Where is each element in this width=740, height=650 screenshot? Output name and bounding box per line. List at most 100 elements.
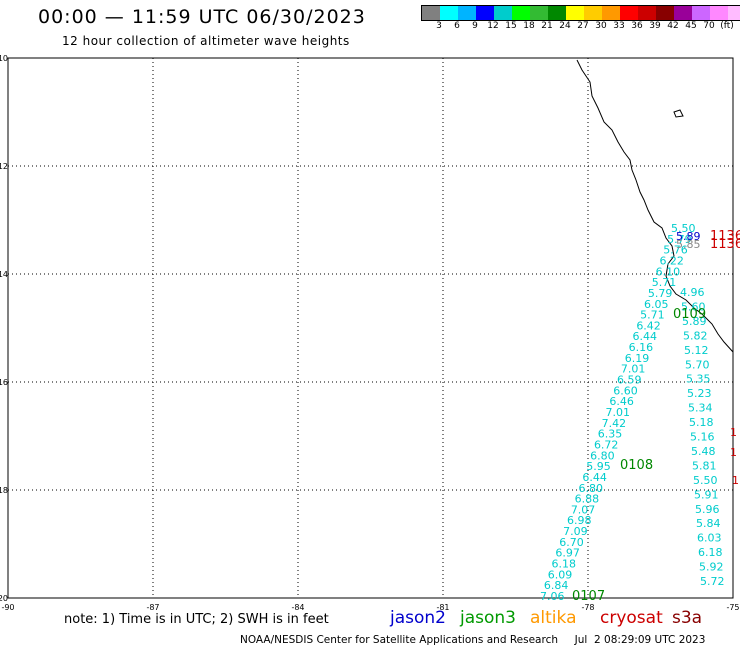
wave-height-value: 5.60 [681,300,706,313]
wave-height-value: 5.79 [667,233,692,246]
color-swatch [530,6,548,20]
color-scale-label: 33 [613,21,625,31]
color-scale-bar [421,5,740,21]
wave-height-value: 4.96 [680,286,705,299]
color-swatch [476,6,494,20]
color-swatch [566,6,584,20]
wave-height-value: 5.16 [690,431,715,444]
wave-height-value: 6.97 [555,547,580,560]
wave-height-value: 5.12 [684,344,709,357]
grid-lines [8,58,733,598]
color-scale-label: 15 [505,21,517,31]
color-scale-label: 39 [649,21,661,31]
wave-height-value: 5.96 [695,503,720,516]
wave-height-value: 6.80 [579,482,604,495]
latitude-label: 16 [0,378,8,387]
legend-s3a: s3a [672,608,703,628]
satellite-value-label: 1136 [710,229,740,244]
wave-height-value: 5.18 [689,416,714,429]
map-subtitle: 12 hour collection of altimeter wave hei… [62,34,350,48]
satellite-value-label: 1 [730,446,737,459]
wave-height-value: 5.82 [683,329,708,342]
legend-cryosat: cryosat [600,608,663,628]
color-swatch [548,6,566,20]
wave-height-value: 6.10 [656,265,681,278]
wave-height-value: 7.01 [621,363,646,376]
wave-height-value: 5.50 [671,222,696,235]
longitude-label: -75 [726,603,739,612]
color-scale-label: 70 [703,21,715,31]
color-swatch [422,6,440,20]
color-scale-label: 24 [559,21,571,31]
color-scale-label: 27 [577,21,589,31]
wave-height-value: 5.48 [691,445,716,458]
wave-height-value: 6.18 [552,558,577,571]
wave-height-value: 6.42 [636,319,661,332]
color-swatch [710,6,728,20]
color-scale-label: 6 [454,21,460,31]
color-swatch [458,6,476,20]
map-title: 00:00 — 11:59 UTC 06/30/2023 [38,6,366,28]
wave-height-value: 6.88 [575,493,600,506]
wave-height-value: 5.89 [682,315,707,328]
wave-height-value: 5.71 [640,309,665,322]
color-swatch [584,6,602,20]
wave-height-value: 5.34 [688,402,713,415]
wave-height-value: 6.44 [582,471,607,484]
wave-height-value: 6.72 [594,438,619,451]
color-scale-labels: 3 6 9 12 15 18 21 24 27 30 33 36 39 42 45 70 (ft) [421,21,740,33]
satellite-value-label: 1136 [710,237,740,252]
wave-height-value: 5.91 [694,488,719,501]
legend-jason2: jason2 [390,608,446,628]
wave-height-value: 5.81 [692,459,717,472]
color-swatch [674,6,692,20]
color-scale-label: 18 [523,21,535,31]
wave-height-value: 7.09 [563,525,588,538]
color-swatch [620,6,638,20]
color-scale-label: 30 [595,21,607,31]
wave-height-value: 6.59 [617,374,642,387]
wave-height-value: 6.80 [590,449,615,462]
wave-height-value: 6.05 [644,298,669,311]
wave-height-value: 6.46 [609,395,634,408]
latitude-label: 20 [0,594,8,603]
legend-jason3: jason3 [460,608,516,628]
wave-height-value: 5.71 [652,276,677,289]
color-swatch [512,6,530,20]
color-swatch [692,6,710,20]
wave-height-value: 6.03 [697,532,722,545]
wave-height-value: 5.92 [699,561,724,574]
color-scale-label: 12 [487,21,499,31]
wave-height-value: 5.72 [700,575,725,588]
map-frame [7,57,734,599]
coastline [576,59,734,353]
longitude-label: -90 [1,603,14,612]
longitude-label: -78 [581,603,594,612]
wave-height-value: 6.18 [698,546,723,559]
wave-height-value: 6.22 [659,254,684,267]
wave-height-value: 6.35 [598,428,623,441]
color-scale-label: 21 [541,21,553,31]
color-swatch [494,6,512,20]
wave-height-value: 6.09 [548,568,573,581]
wave-height-value: 5.95 [586,460,611,473]
latitude-label: 12 [0,162,8,171]
wave-height-value: 5.79 [648,287,673,300]
wave-height-value: 6.84 [544,579,569,592]
wave-height-value: 5.84 [696,517,721,530]
longitude-label: -87 [146,603,159,612]
wave-height-value: 7.07 [571,503,596,516]
color-scale-label: 3 [436,21,442,31]
legend-note: note: 1) Time is in UTC; 2) SWH is in fe… [64,612,329,627]
color-swatch [728,6,740,20]
wave-height-value: 6.44 [632,330,657,343]
wave-height-value: 6.70 [559,536,584,549]
longitude-label: -81 [436,603,449,612]
wave-height-value: 6.16 [629,341,654,354]
color-swatch [656,6,674,20]
color-swatch [638,6,656,20]
color-scale-label: 9 [472,21,478,31]
credit-line: NOAA/NESDIS Center for Satellite Applica… [240,634,706,646]
wave-height-value: 5.76 [663,244,688,257]
